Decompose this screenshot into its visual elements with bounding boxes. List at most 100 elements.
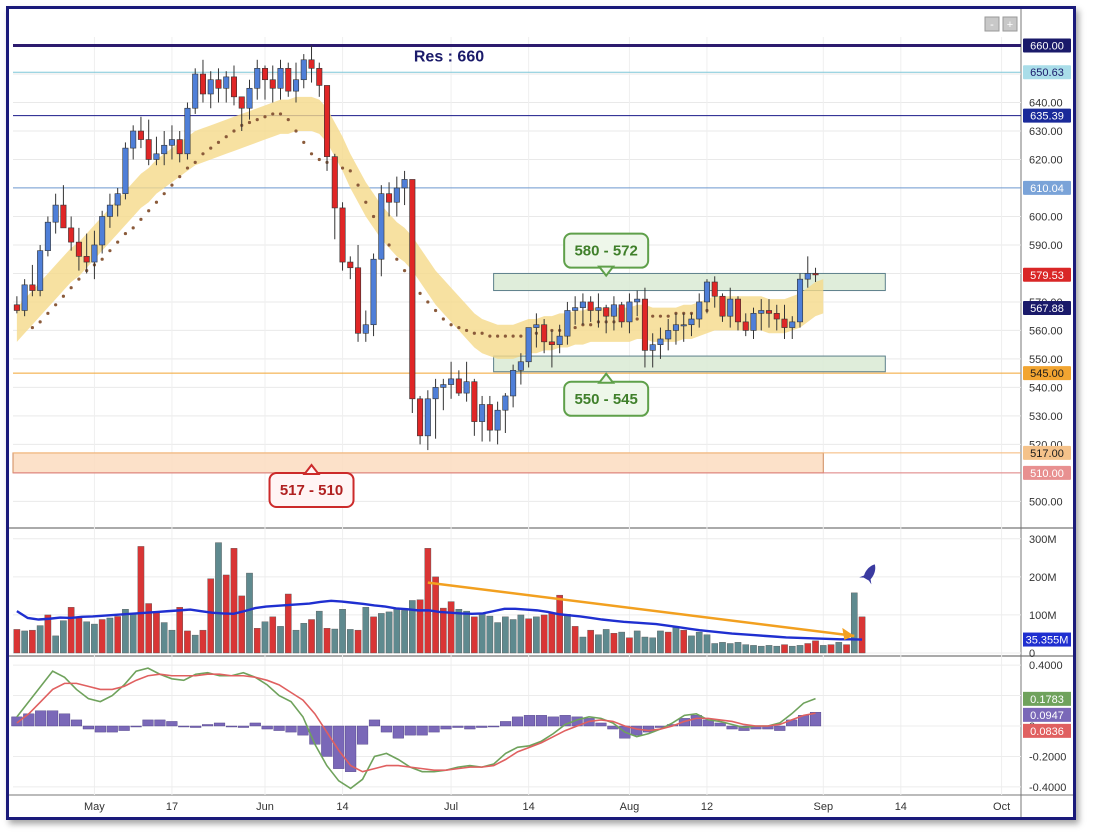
volume-bar xyxy=(207,578,215,654)
volume-bar xyxy=(52,635,59,654)
volume-bar xyxy=(176,607,184,654)
volume-tick-label: 0 xyxy=(1029,648,1035,660)
level-tag xyxy=(1023,38,1071,53)
window-button[interactable] xyxy=(984,16,1000,32)
volume-bar xyxy=(649,637,656,654)
price-tick-label: 590.00 xyxy=(1029,240,1063,252)
macd-histogram-bar xyxy=(488,725,500,728)
volume-bar xyxy=(36,625,44,654)
volume-bar xyxy=(424,548,432,654)
volume-bar xyxy=(339,609,346,654)
macd-histogram-bar xyxy=(428,725,440,733)
sar-dot xyxy=(30,325,34,330)
volume-bar xyxy=(610,633,618,654)
resistance-label: Res : 660 xyxy=(414,49,484,66)
x-tick-label: 14 xyxy=(336,801,348,813)
level-tag-label: 567.88 xyxy=(1030,303,1064,315)
candles xyxy=(13,45,819,451)
candle-body xyxy=(355,267,362,334)
x-tick-label: 17 xyxy=(166,801,178,813)
macd-histogram-bar xyxy=(404,725,416,736)
volume-bar xyxy=(664,631,672,654)
volume-bar xyxy=(215,542,222,654)
sar-dot xyxy=(116,240,120,244)
sar-dot xyxy=(658,314,663,318)
volume-bar xyxy=(230,548,238,654)
volume-bar xyxy=(688,635,695,654)
volume-bar xyxy=(269,616,277,654)
sar-dot xyxy=(294,129,298,133)
sar-dot xyxy=(364,200,368,204)
volume-bar xyxy=(579,636,587,654)
sar-dot xyxy=(465,328,469,333)
window-button-label: + xyxy=(1007,19,1013,31)
window-button[interactable] xyxy=(1002,16,1018,32)
sar-dot xyxy=(348,169,352,173)
volume-bar xyxy=(168,629,176,654)
macd-histogram-bar xyxy=(118,725,130,731)
volume-bar xyxy=(331,628,339,654)
candle-body xyxy=(122,147,129,194)
x-tick-label: 14 xyxy=(895,801,907,813)
candle-body xyxy=(261,68,269,81)
candle-body xyxy=(479,404,486,422)
macd-histogram-bar xyxy=(392,725,404,739)
macd-histogram-bar xyxy=(202,724,214,727)
volume-bar xyxy=(587,629,594,654)
volume-bar xyxy=(98,619,106,654)
volume-bar xyxy=(835,642,843,654)
volume-bar xyxy=(595,634,602,654)
volume-bar xyxy=(517,614,525,654)
volume-bar xyxy=(300,623,308,654)
candle-body xyxy=(657,338,664,345)
candle-body xyxy=(672,324,679,331)
volume-tick-label: 300M xyxy=(1029,534,1057,546)
macd-histogram-bar xyxy=(368,719,381,727)
volume-bar xyxy=(819,645,827,654)
candle-body xyxy=(316,68,323,86)
sar-dot xyxy=(38,320,42,324)
sar-dot xyxy=(69,286,73,290)
volume-bar xyxy=(695,631,703,654)
sar-dot xyxy=(488,334,492,338)
x-tick-label: 14 xyxy=(523,801,535,813)
candle-body xyxy=(339,207,346,263)
volume-bar xyxy=(13,629,21,654)
volume-bar xyxy=(548,612,556,654)
candle-body xyxy=(533,324,540,328)
macd-histogram-bar xyxy=(190,725,202,728)
macd-histogram-bar xyxy=(23,713,35,727)
chart-window: -+500.00510.00520.00530.00540.00550.0056… xyxy=(6,6,1076,820)
candle-body xyxy=(626,301,633,323)
volume-bar xyxy=(657,630,664,654)
candle-body xyxy=(804,273,811,280)
level-tag-label: 650.63 xyxy=(1030,67,1064,79)
macd-histogram-bar xyxy=(70,719,83,727)
volume-bar xyxy=(323,628,331,654)
volume-bar xyxy=(711,643,719,654)
level-tag-label: 610.04 xyxy=(1030,183,1064,195)
candle-body xyxy=(541,324,548,343)
sar-dot xyxy=(302,140,306,145)
sar-dot xyxy=(356,183,360,187)
volume-bar xyxy=(440,607,447,654)
sar-dot xyxy=(147,209,151,213)
macd-histogram-bar xyxy=(500,721,512,727)
volume-bar xyxy=(277,626,284,654)
rocket-icon xyxy=(859,564,876,585)
volume-bar xyxy=(703,634,711,654)
volume-bar xyxy=(160,622,168,654)
candle-body xyxy=(137,130,144,140)
level-tag xyxy=(1023,366,1071,381)
x-tick-label: Sep xyxy=(813,801,833,813)
macd-histogram-bar xyxy=(523,715,536,727)
sar-dot xyxy=(503,334,507,338)
sar-dot xyxy=(278,112,283,116)
candle-body xyxy=(401,179,408,189)
macd-histogram-bar xyxy=(261,725,273,730)
candle-body xyxy=(393,187,400,203)
sar-dot xyxy=(441,317,445,321)
volume-bar xyxy=(75,616,83,654)
macd-signal-line xyxy=(16,673,816,773)
sar-dot xyxy=(209,146,213,150)
